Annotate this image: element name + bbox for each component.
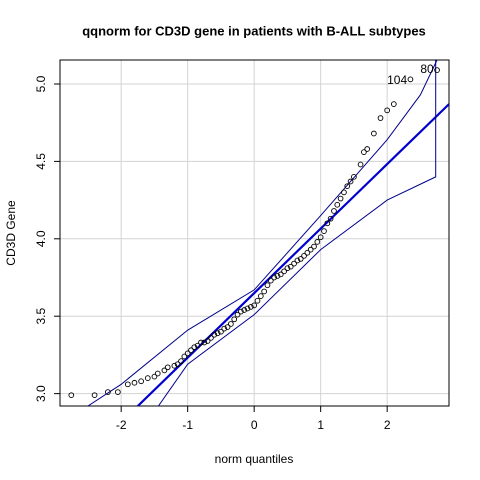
data-point: [247, 304, 254, 310]
x-tick-label: 1: [317, 418, 324, 432]
data-point: [344, 183, 351, 190]
data-point: [214, 330, 221, 337]
data-point: [317, 234, 324, 241]
data-point: [154, 370, 161, 377]
data-point: [294, 257, 301, 264]
reference-line: [87, 60, 438, 406]
data-point: [234, 311, 241, 318]
data-point: [184, 350, 191, 357]
data-point: [254, 297, 261, 304]
data-point: [115, 389, 121, 395]
data-point: [151, 373, 158, 380]
data-point: [331, 208, 337, 214]
x-tick-label: 0: [251, 418, 258, 432]
x-tick-label: 2: [384, 418, 391, 432]
data-point: [371, 130, 377, 137]
annotation: 104: [387, 73, 407, 87]
data-point: [174, 361, 181, 368]
data-point: [271, 274, 277, 281]
y-tick-label: 4.0: [34, 230, 48, 247]
data-point: [301, 252, 307, 259]
data-point: [105, 389, 111, 395]
data-point: [144, 375, 151, 381]
data-point: [361, 149, 367, 155]
y-tick-label: 3.5: [34, 308, 48, 325]
data-point: [251, 302, 258, 309]
data-point: [307, 246, 314, 253]
data-point: [311, 243, 317, 250]
data-point: [407, 76, 414, 83]
data-point: [171, 362, 178, 369]
data-point: [218, 328, 224, 335]
data-point: [191, 344, 198, 351]
data-point: [221, 325, 228, 332]
x-tick-label: -2: [116, 418, 127, 432]
reference-line: [137, 103, 449, 406]
data-point: [188, 347, 194, 354]
data-point: [211, 331, 218, 338]
data-point: [164, 364, 171, 371]
data-point: [161, 367, 168, 374]
data-point: [131, 379, 138, 386]
data-point: [198, 339, 204, 346]
data-point: [334, 201, 341, 208]
data-point: [390, 101, 397, 107]
data-point: [324, 220, 331, 227]
data-point: [194, 342, 201, 349]
data-point: [297, 256, 304, 262]
data-point: [138, 378, 144, 385]
data-point: [347, 178, 354, 185]
data-point: [244, 305, 251, 312]
data-point: [384, 107, 391, 114]
data-point: [277, 271, 284, 278]
x-axis-label: norm quantiles: [215, 452, 294, 466]
data-point: [264, 282, 271, 289]
data-point: [341, 189, 347, 196]
chart-title: qqnorm for CD3D gene in patients with B-…: [82, 23, 426, 38]
data-point: [124, 381, 131, 388]
data-point: [204, 338, 211, 344]
data-point: [281, 268, 287, 275]
data-point: [291, 260, 297, 267]
data-point: [337, 195, 344, 202]
data-point: [181, 353, 188, 360]
y-tick-label: 3.0: [34, 385, 48, 402]
data-point: [304, 249, 311, 256]
data-point: [274, 273, 281, 279]
x-tick-label: -1: [182, 418, 193, 432]
data-point: [91, 392, 98, 399]
data-point: [327, 215, 334, 222]
data-point: [284, 265, 291, 272]
data-point: [178, 358, 184, 364]
data-point: [364, 146, 371, 152]
data-point: [434, 67, 440, 73]
y-tick-label: 5.0: [34, 75, 48, 92]
data-point: [377, 115, 384, 121]
annotation: 80: [420, 62, 434, 76]
data-point: [357, 161, 364, 168]
data-point: [351, 174, 357, 180]
data-point: [314, 239, 321, 245]
data-point: [321, 228, 327, 234]
plot-frame: [59, 59, 450, 407]
data-point: [287, 263, 294, 270]
data-point: [224, 324, 231, 330]
data-point: [261, 288, 267, 295]
data-point: [228, 321, 234, 327]
data-point: [257, 293, 264, 299]
data-point: [208, 335, 214, 341]
data-point: [201, 339, 208, 346]
data-point: [238, 308, 244, 315]
data-point: [241, 307, 248, 313]
y-tick-label: 4.5: [34, 153, 48, 170]
data-point: [267, 277, 274, 284]
y-axis-label: CD3D Gene: [4, 200, 18, 266]
reference-line: [158, 60, 437, 406]
data-point: [68, 392, 75, 399]
data-point: [231, 316, 238, 323]
